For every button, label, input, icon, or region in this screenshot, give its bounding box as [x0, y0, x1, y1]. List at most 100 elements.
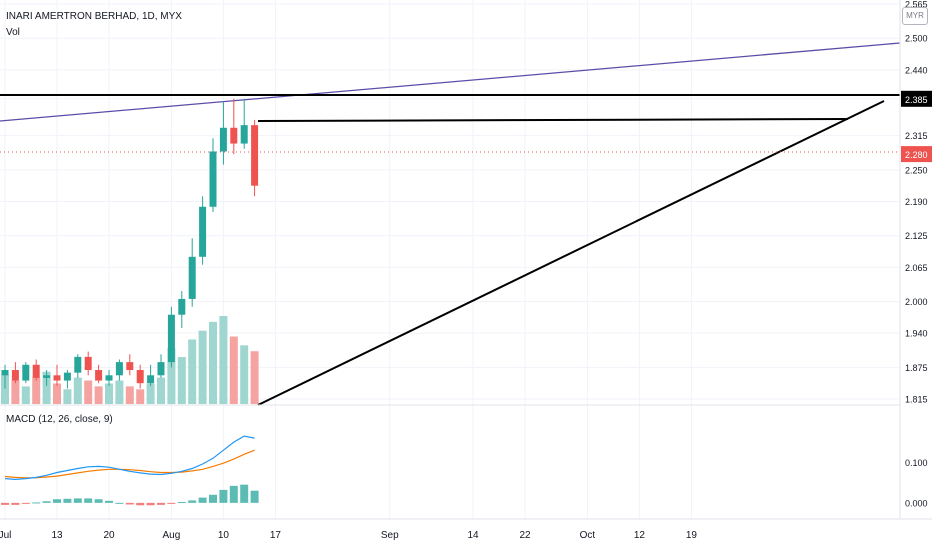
time-tick-label: 20 — [103, 530, 115, 541]
time-tick-label: 14 — [467, 530, 479, 541]
channel-line[interactable] — [0, 42, 901, 122]
macd-axis[interactable]: 0.100 0.000 — [905, 458, 928, 508]
macd-histogram-bar — [11, 502, 20, 505]
macd-histogram-bar — [94, 499, 103, 503]
price-tick-label: 2.065 — [905, 263, 928, 273]
volume-bar — [209, 321, 217, 404]
time-tick-label: 19 — [686, 530, 698, 541]
level-price-tag — [901, 90, 932, 107]
triangle-support-line[interactable] — [257, 100, 885, 406]
macd-histogram-bar — [177, 502, 186, 504]
candle-body — [95, 370, 103, 381]
candle-body — [167, 314, 175, 363]
macd-histogram-bar — [84, 498, 93, 503]
volume-bar — [32, 377, 41, 404]
price-tick-label: 2.250 — [905, 165, 928, 175]
volume-bar — [115, 380, 124, 404]
time-tick-label: 10 — [218, 530, 230, 541]
price-tick-label: 2.125 — [905, 231, 928, 241]
macd-histogram-bar — [105, 500, 113, 503]
macd-histogram-bar — [229, 485, 238, 503]
macd-histogram-bar — [21, 502, 30, 504]
candle-body — [157, 362, 165, 376]
volume-bar — [229, 336, 238, 404]
volume-bar — [125, 386, 134, 404]
macd-histogram-bar — [53, 499, 61, 503]
volume-bar — [146, 383, 155, 404]
macd-histogram-bar — [136, 502, 145, 506]
candle-body — [53, 375, 61, 381]
price-tick-label: 2.190 — [905, 197, 928, 207]
price-tick-label: 2.440 — [905, 65, 928, 75]
candle-body — [240, 125, 248, 144]
price-tick-label: 2.315 — [905, 131, 928, 141]
macd-histogram-bar — [146, 502, 155, 506]
time-axis[interactable]: Jul 13 20 Aug 10 17 Sep 14 22 Oct 12 19 — [0, 530, 697, 541]
macd-histogram-bar — [115, 502, 124, 504]
volume-bar — [21, 386, 30, 404]
volume-bar — [42, 371, 51, 404]
macd-histogram-bar — [240, 484, 249, 503]
volume-bar — [157, 377, 165, 404]
time-tick-label: 22 — [519, 530, 531, 541]
volume-bar — [250, 351, 259, 404]
price-tick-label: 1.875 — [905, 363, 928, 373]
macd-histogram-bar — [32, 502, 41, 504]
candle-body — [188, 256, 196, 299]
grid — [0, 0, 900, 519]
macd-histogram-bar — [198, 497, 207, 503]
candle-body — [209, 151, 217, 207]
symbol-title: INARI AMERTRON BERHAD, 1D, MYX — [6, 11, 182, 22]
volume-bar — [136, 389, 145, 404]
time-tick-label: Oct — [580, 530, 596, 541]
macd-histogram-bar — [209, 494, 217, 503]
macd-histogram-bar — [167, 502, 176, 504]
volume-bar — [177, 357, 186, 404]
volume-bar — [73, 377, 82, 404]
macd-histogram-bar — [1, 502, 9, 505]
macd-histogram-bar — [157, 502, 165, 505]
candle-body — [84, 356, 92, 371]
price-tick-label: 1.815 — [905, 395, 928, 405]
macd-pane — [1, 435, 259, 506]
volume-bar — [198, 330, 207, 404]
currency-badge[interactable]: MYR — [902, 7, 928, 25]
macd-histogram-bar — [250, 490, 259, 503]
volume-bars — [1, 316, 259, 404]
candle-body — [251, 125, 259, 186]
triangle-top-line[interactable] — [257, 118, 849, 122]
volume-bar — [11, 380, 20, 404]
drawings[interactable] — [0, 42, 901, 406]
volume-bar — [167, 348, 176, 404]
price-labels: 2.385 2.280 — [901, 90, 932, 163]
time-tick-label: Aug — [163, 530, 181, 541]
last-price-label: 2.280 — [905, 150, 928, 160]
pane-divider[interactable] — [0, 0, 932, 520]
macd-histogram-bar — [125, 502, 134, 505]
price-tick-label: 2.500 — [905, 34, 928, 44]
candle-body — [126, 362, 134, 371]
time-tick-label: Jul — [0, 530, 11, 541]
macd-line — [4, 435, 255, 481]
candle-body — [105, 375, 113, 381]
last-price-tag — [901, 146, 932, 163]
candle-body — [32, 364, 40, 378]
price-axis[interactable]: 2.565 2.500 2.440 2.385 2.315 2.250 2.190 2.125… — [905, 0, 928, 405]
macd-histogram-bar — [42, 501, 51, 503]
candle-body — [74, 356, 82, 373]
macd-tick-label: 0.000 — [905, 498, 928, 508]
price-tick-label: 2.000 — [905, 297, 928, 307]
candle-body — [136, 370, 144, 384]
macd-legend: MACD (12, 26, close, 9) — [6, 414, 113, 425]
time-tick-label: 13 — [51, 530, 63, 541]
candle-body — [11, 370, 19, 381]
level-price-label: 2.385 — [905, 95, 928, 105]
volume-bar — [105, 383, 113, 404]
candle-body — [115, 362, 123, 376]
volume-bar — [84, 380, 93, 404]
candle-body — [230, 127, 238, 144]
candle-body — [219, 127, 227, 152]
volume-bar — [219, 316, 228, 404]
